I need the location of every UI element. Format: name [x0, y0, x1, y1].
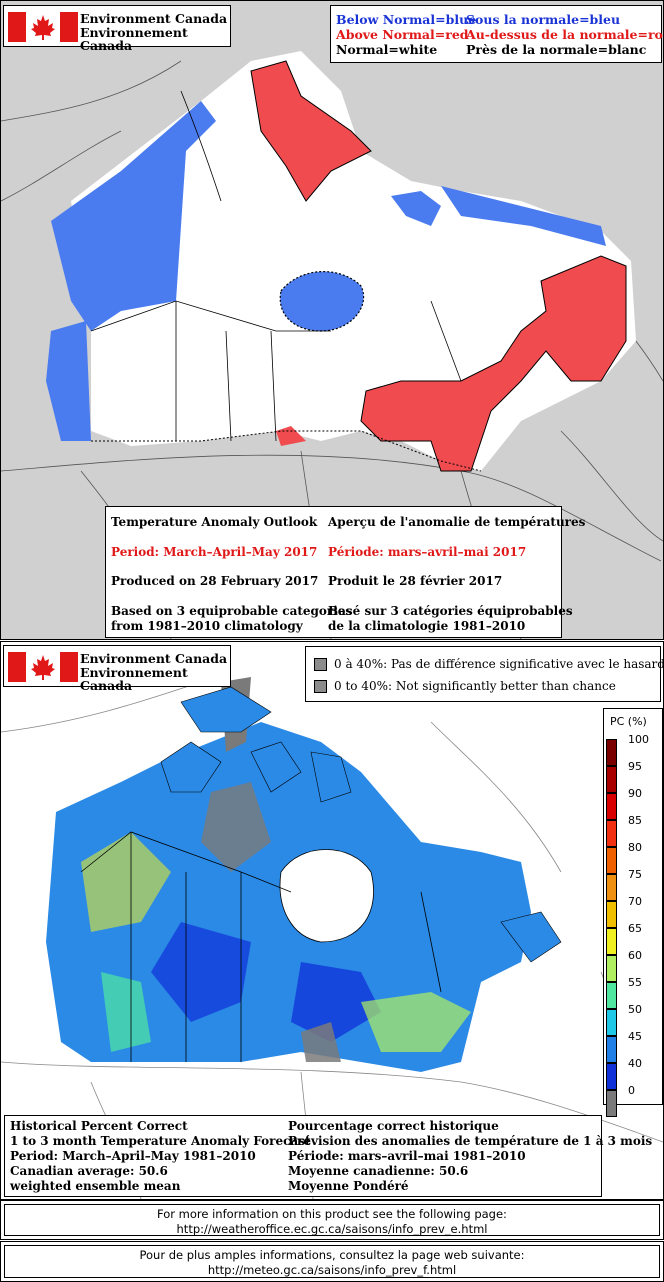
color-scale-cell: [606, 1090, 617, 1117]
color-scale-label: 0: [628, 1084, 635, 1097]
color-scale-cell: [606, 1036, 617, 1063]
legend-above-fr: Au-dessus de la normale=rouge: [466, 27, 663, 42]
outlook-produced-fr: Produit le 28 février 2017: [328, 574, 503, 588]
color-scale-label: 85: [628, 814, 642, 827]
agency-logo-skill: Environment Canada Environnement Canada: [3, 645, 231, 692]
canada-flag-icon: [8, 12, 78, 42]
skill-legend-fr: 0 à 40%: Pas de différence significative…: [334, 657, 664, 671]
skill-legend: 0 à 40%: Pas de différence significative…: [305, 646, 664, 702]
canada-flag-icon: [8, 652, 78, 682]
outlook-period-en: Period: March–April–May 2017: [111, 545, 318, 559]
skill-average-en: Canadian average: 50.6: [10, 1164, 168, 1178]
skill-legend-en: 0 to 40%: Not significantly better than …: [334, 679, 616, 693]
agency-name-en: Environment Canada: [80, 651, 228, 666]
skill-map-panel: Environment Canada Environnement Canada: [0, 641, 664, 1200]
legend-below-en: Below Normal=blue: [336, 12, 477, 27]
color-scale-label: 100: [628, 733, 649, 746]
color-scale-title: PC (%): [610, 715, 647, 728]
above-normal-region-east: [360, 255, 627, 472]
color-scale-cell: [606, 766, 617, 793]
below-normal-region-north-quebec: [441, 186, 606, 246]
agency-name-fr: Environnement Canada: [80, 665, 188, 693]
color-scale-cell: [606, 928, 617, 955]
legend-normal-fr: Près de la normale=blanc: [466, 42, 647, 57]
legend-normal-en: Normal=white: [336, 42, 438, 57]
color-scale-cell: [606, 901, 617, 928]
outlook-map-panel: Environment Canada Environnement Canada …: [0, 0, 664, 640]
skill-period-fr: Période: mars–avril–mai 1981–2010: [288, 1149, 526, 1163]
skill-method-fr: Moyenne Pondéré: [288, 1179, 409, 1193]
color-scale-label: 90: [628, 787, 642, 800]
color-scale-cell: [606, 982, 617, 1009]
color-scale-cell: [606, 793, 617, 820]
color-scale-cell: [606, 1063, 617, 1090]
outlook-legend: Below Normal=blue Above Normal=red Norma…: [330, 5, 663, 63]
skill-subtitle-fr: Prévision des anomalies de température d…: [288, 1134, 653, 1148]
footer-en-link[interactable]: http://weatheroffice.ec.gc.ca/saisons/in…: [176, 1222, 488, 1236]
skill-subtitle-en: 1 to 3 month Temperature Anomaly Forecas…: [10, 1134, 311, 1148]
skill-title-fr: Pourcentage correct historique: [288, 1119, 499, 1133]
outlook-basis-fr-1: Basé sur 3 catégories équiprobables: [328, 604, 573, 618]
footer-note-en: For more information on this product see…: [0, 1200, 664, 1240]
below-normal-region-central: [279, 270, 365, 332]
color-scale-label: 50: [628, 1003, 642, 1016]
color-scale: PC (%) 100 95 90 85 80 75 70 65 60 55 50 45 40 0: [603, 708, 663, 1117]
skill-map: [1, 642, 663, 1199]
insignificant-swatch: [314, 658, 327, 671]
color-scale-cell: [606, 1009, 617, 1036]
color-scale-label: 95: [628, 760, 642, 773]
skill-title-en: Historical Percent Correct: [10, 1119, 188, 1133]
skill-info-box: Historical Percent Correct 1 to 3 month …: [4, 1115, 652, 1197]
outlook-period-fr: Période: mars–avril–mai 2017: [328, 545, 527, 559]
above-normal-region-arctic: [250, 60, 372, 202]
color-scale-cell: [606, 874, 617, 901]
color-scale-label: 55: [628, 976, 642, 989]
color-scale-cell: [606, 739, 617, 766]
outlook-basis-fr-2: de la climatologie 1981–2010: [328, 619, 526, 633]
color-scale-cell: [606, 820, 617, 847]
color-scale-label: 80: [628, 841, 642, 854]
color-scale-label: 60: [628, 949, 642, 962]
footer-en-line1: For more information on this product see…: [157, 1207, 507, 1221]
footer-fr-line1: Pour de plus amples informations, consul…: [139, 1248, 525, 1262]
color-scale-label: 75: [628, 868, 642, 881]
outlook-title-fr: Aperçu de l'anomalie de températures: [328, 515, 586, 529]
below-normal-region-east: [391, 191, 441, 226]
color-scale-label: 70: [628, 895, 642, 908]
below-normal-region-coast: [46, 321, 91, 441]
outlook-basis-en-1: Based on 3 equiprobable categories: [111, 604, 353, 618]
below-normal-region-west: [51, 101, 216, 331]
insignificant-swatch: [314, 680, 327, 693]
color-scale-label: 40: [628, 1057, 642, 1070]
outlook-info-box: Temperature Anomaly Outlook Aperçu de l'…: [105, 506, 585, 638]
color-scale-label: 65: [628, 922, 642, 935]
color-scale-cell: [606, 847, 617, 874]
outlook-basis-en-2: from 1981–2010 climatology: [111, 619, 303, 633]
agency-logo-outlook: Environment Canada Environnement Canada: [3, 5, 231, 52]
color-scale-cell: [606, 955, 617, 982]
outlook-title-en: Temperature Anomaly Outlook: [111, 515, 318, 529]
skill-average-fr: Moyenne canadienne: 50.6: [288, 1164, 469, 1178]
agency-name-en: Environment Canada: [80, 11, 228, 26]
legend-above-en: Above Normal=red: [336, 27, 469, 42]
footer-fr-link[interactable]: http://meteo.gc.ca/saisons/info_prev_f.h…: [207, 1263, 457, 1277]
legend-below-fr: Sous la normale=bleu: [466, 12, 621, 27]
footer-note-fr: Pour de plus amples informations, consul…: [0, 1241, 664, 1282]
agency-name-fr: Environnement Canada: [80, 25, 188, 53]
skill-period-en: Period: March–April–May 1981–2010: [10, 1149, 256, 1163]
outlook-produced-en: Produced on 28 February 2017: [111, 574, 319, 588]
skill-method-en: weighted ensemble mean: [10, 1179, 181, 1193]
color-scale-label: 45: [628, 1030, 642, 1043]
